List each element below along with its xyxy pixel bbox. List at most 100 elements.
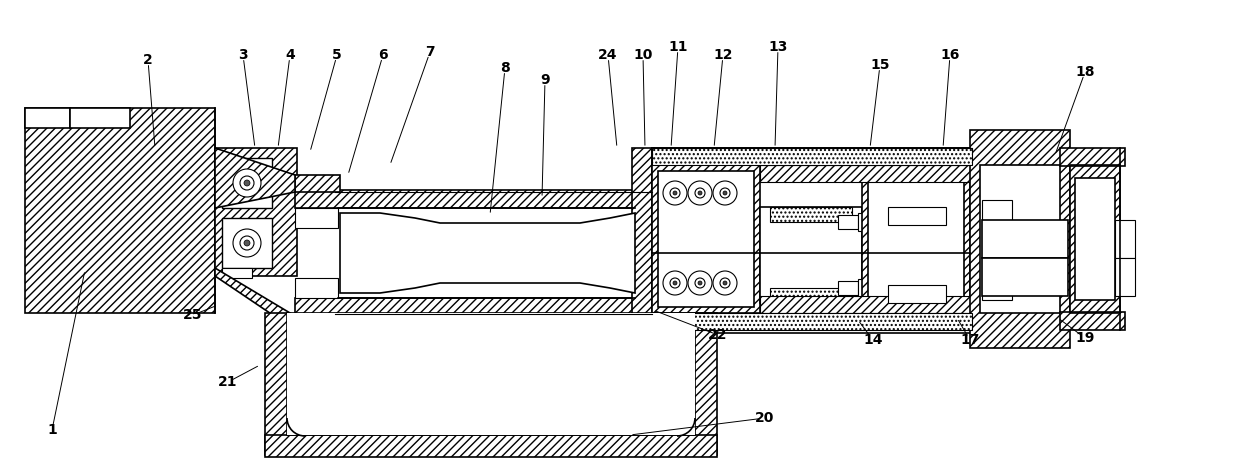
Bar xyxy=(1070,155,1120,323)
Bar xyxy=(970,130,1070,348)
Bar xyxy=(652,148,972,153)
Polygon shape xyxy=(215,268,295,330)
Circle shape xyxy=(688,271,712,295)
Circle shape xyxy=(698,281,702,285)
Text: 13: 13 xyxy=(769,40,787,54)
Circle shape xyxy=(723,191,727,195)
Text: 12: 12 xyxy=(713,48,733,62)
Bar xyxy=(295,190,640,208)
Bar xyxy=(652,148,972,165)
Bar xyxy=(295,175,340,192)
Circle shape xyxy=(241,236,254,250)
Circle shape xyxy=(241,176,254,190)
Bar xyxy=(1060,148,1125,166)
Circle shape xyxy=(233,229,260,257)
Circle shape xyxy=(723,281,727,285)
Bar xyxy=(862,165,970,313)
Bar xyxy=(652,148,972,165)
Circle shape xyxy=(673,191,677,195)
Circle shape xyxy=(244,180,250,186)
Text: 10: 10 xyxy=(634,48,652,62)
Bar xyxy=(652,313,972,330)
Text: 24: 24 xyxy=(598,48,618,62)
Text: 21: 21 xyxy=(218,375,238,389)
Bar xyxy=(982,220,1068,258)
Circle shape xyxy=(688,181,712,205)
Bar xyxy=(652,148,972,333)
Circle shape xyxy=(670,188,680,198)
Text: 11: 11 xyxy=(668,40,688,54)
Circle shape xyxy=(713,271,737,295)
Bar xyxy=(265,313,286,455)
Text: 18: 18 xyxy=(1075,65,1095,79)
Text: 19: 19 xyxy=(1075,331,1095,345)
Text: 6: 6 xyxy=(378,48,388,62)
Circle shape xyxy=(663,271,687,295)
Bar xyxy=(1115,258,1135,296)
Bar xyxy=(215,148,298,276)
Bar xyxy=(1060,312,1125,330)
Bar xyxy=(658,171,754,307)
Bar xyxy=(770,207,852,222)
Text: 2: 2 xyxy=(143,53,153,67)
Text: 15: 15 xyxy=(870,58,890,72)
Text: 20: 20 xyxy=(755,411,775,425)
Bar xyxy=(770,288,852,303)
Text: 5: 5 xyxy=(332,48,342,62)
Bar xyxy=(980,165,1060,313)
Bar xyxy=(982,200,1012,300)
Circle shape xyxy=(673,281,677,285)
Circle shape xyxy=(694,188,706,198)
Circle shape xyxy=(694,278,706,288)
Bar xyxy=(222,268,252,278)
Bar xyxy=(838,215,858,229)
Circle shape xyxy=(720,278,730,288)
Bar xyxy=(295,208,339,228)
Bar xyxy=(888,285,946,303)
Bar xyxy=(25,108,215,313)
Circle shape xyxy=(720,188,730,198)
Bar xyxy=(222,218,272,268)
Bar xyxy=(265,435,717,457)
Bar xyxy=(694,313,717,455)
Text: 22: 22 xyxy=(708,328,728,342)
Polygon shape xyxy=(215,148,295,208)
Bar xyxy=(760,296,972,313)
Bar xyxy=(25,108,69,128)
Circle shape xyxy=(698,191,702,195)
Circle shape xyxy=(244,240,250,246)
Bar xyxy=(1075,178,1115,300)
Polygon shape xyxy=(340,213,635,293)
Text: 9: 9 xyxy=(541,73,549,87)
Text: 7: 7 xyxy=(425,45,435,59)
Bar xyxy=(888,207,946,225)
Circle shape xyxy=(670,278,680,288)
Bar xyxy=(69,108,130,128)
Text: 17: 17 xyxy=(960,333,980,347)
Bar xyxy=(760,207,862,303)
Text: 3: 3 xyxy=(238,48,248,62)
Circle shape xyxy=(713,181,737,205)
Bar xyxy=(838,281,858,295)
Text: 4: 4 xyxy=(285,48,295,62)
Bar xyxy=(222,158,272,208)
Bar xyxy=(652,165,760,313)
Bar xyxy=(1115,220,1135,258)
Bar xyxy=(868,171,963,307)
Bar xyxy=(652,313,972,330)
Text: 14: 14 xyxy=(863,333,883,347)
Circle shape xyxy=(663,181,687,205)
Bar xyxy=(286,313,694,435)
Bar xyxy=(760,165,972,182)
Text: 25: 25 xyxy=(184,308,203,322)
Bar xyxy=(858,279,873,297)
Bar xyxy=(295,316,340,330)
Text: 8: 8 xyxy=(500,61,510,75)
Bar xyxy=(632,148,653,333)
Text: 16: 16 xyxy=(940,48,960,62)
Bar xyxy=(295,298,640,316)
Bar xyxy=(982,258,1068,296)
Text: 1: 1 xyxy=(47,423,57,437)
Circle shape xyxy=(233,169,260,197)
Bar xyxy=(858,213,873,231)
